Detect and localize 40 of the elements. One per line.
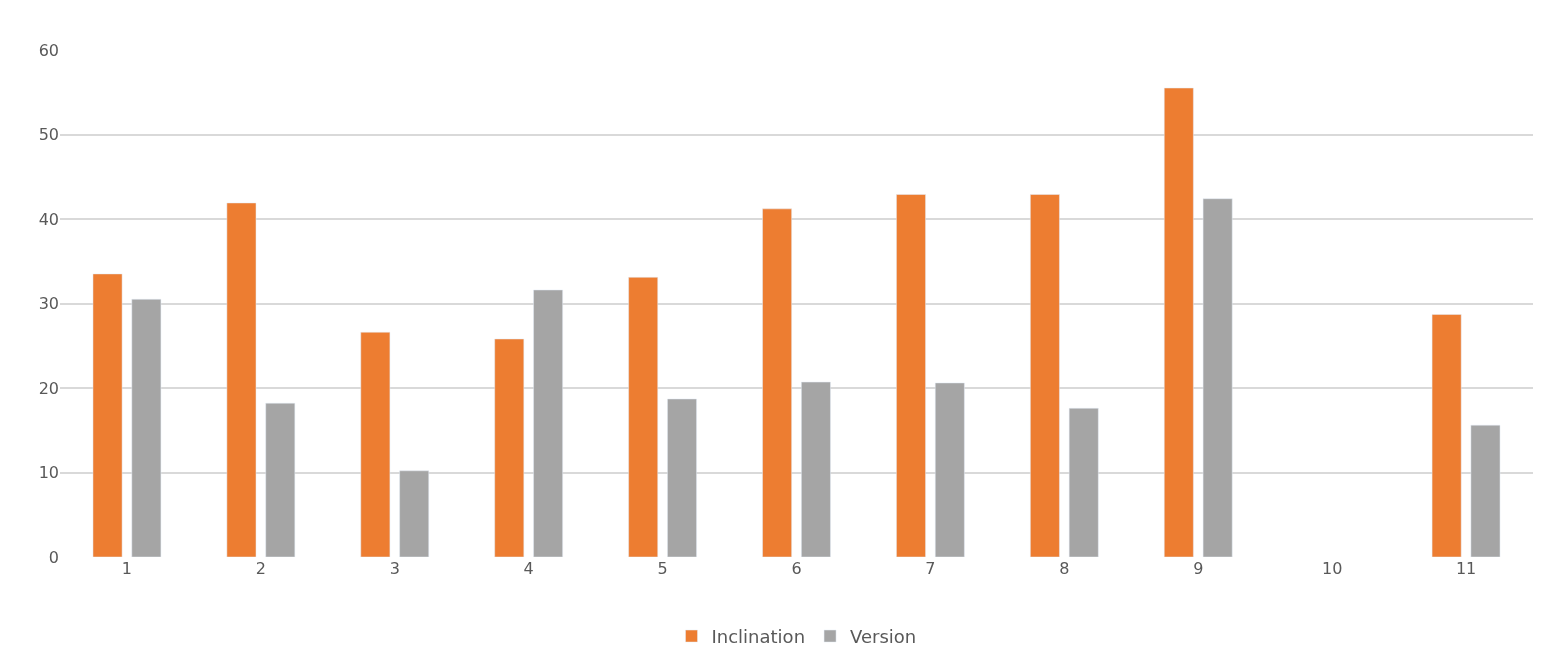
x-tick-label: 1 xyxy=(121,559,133,578)
bar xyxy=(667,398,697,557)
bar xyxy=(1068,408,1099,557)
bar xyxy=(1431,314,1462,557)
bar xyxy=(265,402,296,557)
y-tick-label: 50 xyxy=(38,125,59,145)
y-tick-label: 0 xyxy=(48,547,59,567)
y-tick-label: 40 xyxy=(38,209,59,229)
y-tick-label: 60 xyxy=(38,40,59,60)
x-tick-label: 5 xyxy=(657,559,668,578)
x-tick-label: 8 xyxy=(1059,559,1070,578)
bar xyxy=(935,382,965,557)
legend-label: Version xyxy=(850,626,917,648)
y-tick-label: 10 xyxy=(38,463,59,483)
bar xyxy=(533,289,563,557)
bar xyxy=(131,299,162,557)
y-tick-label: 20 xyxy=(38,378,59,398)
bar xyxy=(1164,87,1194,557)
x-tick-label: 3 xyxy=(389,559,400,578)
x-tick-label: 6 xyxy=(791,559,802,578)
bar xyxy=(494,338,525,557)
bar xyxy=(1470,424,1501,557)
bar xyxy=(226,202,257,557)
x-tick-label: 7 xyxy=(925,559,936,578)
x-tick-label: 10 xyxy=(1321,559,1343,578)
bar xyxy=(628,277,658,557)
bar xyxy=(399,470,429,557)
y-tick-label: 30 xyxy=(38,294,59,314)
bar xyxy=(360,331,391,557)
bar xyxy=(1202,198,1233,557)
bar xyxy=(801,381,831,557)
bar xyxy=(896,194,926,557)
bar xyxy=(762,208,792,557)
x-tick-label: 9 xyxy=(1193,559,1204,578)
bar xyxy=(92,273,123,557)
x-tick-label: 11 xyxy=(1455,559,1477,578)
bar xyxy=(1030,194,1060,557)
x-tick-label: 2 xyxy=(255,559,266,578)
x-tick-label: 4 xyxy=(523,559,534,578)
legend-label: Inclination xyxy=(711,626,806,648)
